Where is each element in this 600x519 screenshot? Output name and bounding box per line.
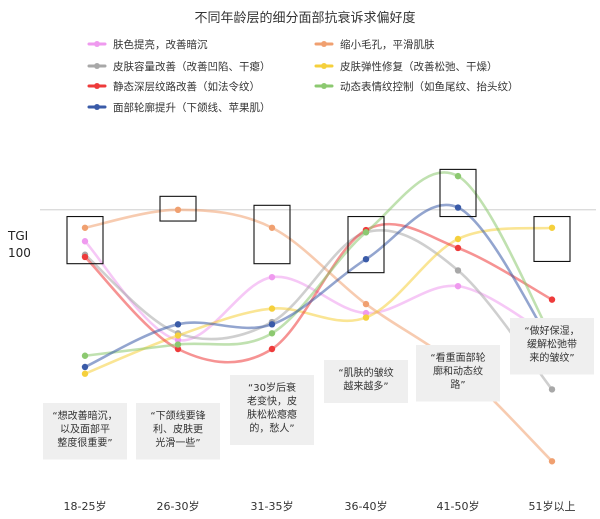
data-point-0-1 <box>174 336 182 344</box>
annotation-text-0-2: 整度很重要” <box>57 436 112 449</box>
legend-label-4: 静态深层纹路改善（如法令纹） <box>113 80 260 93</box>
annotation-text-5-2: 来的皱纹” <box>529 351 574 364</box>
highlight-box-1 <box>159 195 197 222</box>
highlight-box-2 <box>253 204 291 265</box>
data-point-2-4 <box>454 267 462 274</box>
annotation-text-4-0: “看重面部轮 <box>430 351 485 364</box>
annotation-text-1-0: “下颌线要锋 <box>150 409 205 422</box>
highlight-box-4 <box>439 168 477 218</box>
series-line-6 <box>83 203 554 369</box>
legend-marker-6 <box>94 104 100 110</box>
legend-label-3: 皮肤弹性修复（改善松弛、干燥） <box>340 60 498 73</box>
annotation-box-2 <box>230 375 314 445</box>
data-point-0-4 <box>454 282 462 290</box>
annotation-text-2-0: “30岁后衰 <box>248 381 296 394</box>
data-point-3-3 <box>362 314 370 321</box>
legend-label-0: 肤色提亮，改善暗沉 <box>113 38 208 51</box>
legend-label-2: 皮肤容量改善（改善凹陷、干瘪） <box>113 60 271 73</box>
chart-title: 不同年龄层的细分面部抗衰诉求偏好度 <box>194 10 415 26</box>
data-point-6-0 <box>81 363 89 371</box>
data-point-1-5 <box>548 458 556 465</box>
data-point-4-2 <box>268 345 276 353</box>
data-point-3-2 <box>268 305 276 312</box>
legend-marker-4 <box>94 83 100 89</box>
data-point-6-2 <box>268 321 276 328</box>
legend-marker-0 <box>94 41 100 47</box>
annotation-text-3-1: 越来越多” <box>343 380 388 393</box>
data-point-1-3 <box>362 300 370 308</box>
x-tick-label-3: 36-40岁 <box>345 499 388 513</box>
data-point-4-1 <box>174 345 182 353</box>
x-tick-label-0: 18-25岁 <box>64 499 107 513</box>
legend-label-5: 动态表情纹控制（如鱼尾纹、抬头纹） <box>340 80 519 93</box>
annotation-box-5 <box>510 318 594 375</box>
legend-marker-1 <box>321 41 327 47</box>
annotation-text-1-1: 利、皮肤更 <box>153 423 203 436</box>
data-point-5-0 <box>81 352 89 359</box>
annotation-text-3-0: “肌肤的皱纹 <box>338 366 393 379</box>
legend-label-6: 面部轮廓提升（下颌线、苹果肌） <box>113 101 271 114</box>
data-point-0-0 <box>81 238 89 245</box>
data-point-3-1 <box>174 332 182 339</box>
legend-marker-3 <box>321 63 327 69</box>
annotation-text-1-2: 光滑一些” <box>155 436 200 449</box>
data-point-2-5 <box>548 386 556 393</box>
annotation-text-4-1: 廓和动态纹 <box>433 365 483 378</box>
reference-value-label: 100 <box>8 246 31 260</box>
data-point-1-1 <box>174 206 182 214</box>
data-point-4-4 <box>454 244 462 252</box>
annotation-text-5-1: 缓解松弛带 <box>527 338 577 351</box>
highlight-box-3 <box>347 215 385 274</box>
legend-marker-5 <box>321 83 327 89</box>
data-point-0-2 <box>268 273 276 281</box>
annotation-box-3 <box>324 360 408 403</box>
data-point-1-2 <box>268 224 276 231</box>
y-axis-label: TGI <box>7 229 28 243</box>
series-line-4 <box>83 222 554 364</box>
annotation-text-2-3: 的，愁人” <box>249 422 294 435</box>
data-point-0-3 <box>362 309 370 317</box>
data-point-3-5 <box>548 224 556 231</box>
data-point-1-0 <box>81 224 89 231</box>
x-tick-label-5: 51岁以上 <box>529 499 576 513</box>
data-point-3-4 <box>454 235 462 243</box>
annotation-text-2-1: 老变快，皮 <box>247 395 297 408</box>
x-axis-ticks: 18-25岁 26-30岁 31-35岁 36-40岁 41-50岁 51岁以上 <box>64 499 576 513</box>
annotation-text-4-2: 路” <box>450 378 465 391</box>
data-point-4-0 <box>81 253 89 261</box>
data-point-5-3 <box>362 229 370 236</box>
annotation-box-4 <box>416 345 500 402</box>
data-point-6-1 <box>174 321 182 328</box>
annotation-box-0 <box>43 403 127 460</box>
data-point-3-0 <box>81 370 89 377</box>
legend-label-1: 缩小毛孔，平滑肌肤 <box>340 38 435 51</box>
series-line-0 <box>83 239 554 342</box>
x-tick-label-1: 26-30岁 <box>157 499 200 513</box>
data-point-5-1 <box>174 341 182 348</box>
x-tick-label-4: 41-50岁 <box>437 499 480 513</box>
annotation-text-0-1: 以及面部平 <box>60 423 110 436</box>
highlight-box-0 <box>66 215 104 265</box>
legend-marker-2 <box>94 63 100 69</box>
annotation-text-0-0: “想改善暗沉， <box>52 409 117 422</box>
data-point-6-4 <box>454 204 462 211</box>
data-point-4-5 <box>548 296 556 303</box>
annotation-text-2-2: 肤松松瘪瘪 <box>247 408 297 421</box>
highlight-boxes <box>66 168 571 274</box>
x-tick-label-2: 31-35岁 <box>251 499 294 513</box>
data-point-5-2 <box>268 330 276 337</box>
data-point-5-4 <box>454 172 462 180</box>
annotation-text-5-0: “做好保湿， <box>524 324 579 337</box>
annotation-box-1 <box>136 403 220 460</box>
highlight-box-5 <box>533 215 571 262</box>
data-point-6-3 <box>362 256 370 263</box>
